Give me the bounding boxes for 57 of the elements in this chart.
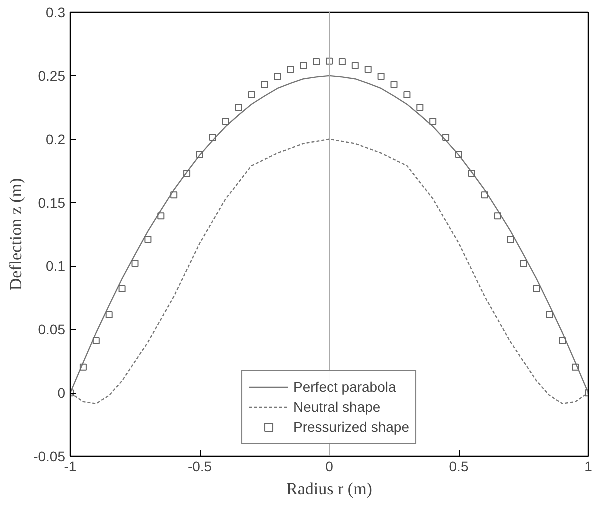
y-tick-label: 0.1 bbox=[46, 258, 66, 274]
point bbox=[209, 134, 216, 141]
y-axis-title: Deflection z (m) bbox=[6, 178, 26, 291]
point bbox=[326, 58, 333, 65]
point bbox=[533, 286, 540, 293]
point bbox=[196, 151, 204, 158]
x-tick-label: -1 bbox=[64, 458, 77, 474]
point bbox=[364, 66, 372, 74]
point bbox=[481, 192, 488, 199]
point bbox=[92, 338, 100, 345]
x-axis-title: Radius r (m) bbox=[286, 480, 372, 498]
legend-label: Perfect parabola bbox=[294, 379, 396, 395]
y-tick-label: 0.15 bbox=[38, 194, 66, 211]
y-tick-label: 0.25 bbox=[38, 68, 66, 84]
point bbox=[184, 170, 191, 178]
point bbox=[416, 104, 424, 112]
point bbox=[313, 58, 320, 66]
point bbox=[468, 170, 476, 178]
point bbox=[274, 73, 282, 80]
x-tick-label: 0.5 bbox=[449, 458, 469, 474]
y-tick-label: 0 bbox=[58, 385, 66, 402]
point bbox=[507, 236, 514, 244]
point bbox=[235, 104, 242, 112]
point bbox=[378, 73, 385, 80]
point bbox=[442, 134, 450, 141]
point bbox=[158, 212, 165, 220]
point bbox=[222, 118, 230, 126]
point bbox=[106, 312, 113, 319]
point bbox=[261, 81, 268, 88]
point bbox=[559, 338, 566, 345]
point bbox=[287, 66, 294, 74]
point bbox=[352, 62, 359, 70]
point bbox=[494, 212, 502, 220]
point bbox=[132, 260, 139, 268]
y-tick-label: 0.2 bbox=[46, 131, 66, 148]
point bbox=[390, 81, 398, 88]
point bbox=[546, 312, 554, 319]
point bbox=[300, 62, 308, 70]
y-tick-label: -0.05 bbox=[34, 448, 66, 464]
point bbox=[338, 58, 346, 66]
point bbox=[572, 364, 580, 371]
point bbox=[520, 260, 528, 268]
point bbox=[118, 286, 126, 293]
y-tick-label: 0.3 bbox=[46, 4, 66, 20]
point bbox=[144, 236, 152, 244]
point bbox=[404, 91, 411, 98]
point bbox=[170, 192, 178, 199]
x-tick-label: 1 bbox=[584, 458, 593, 474]
point bbox=[248, 91, 256, 98]
x-tick-label: 0 bbox=[326, 458, 334, 474]
x-tick-label: -0.5 bbox=[188, 458, 212, 474]
point bbox=[80, 364, 87, 371]
legend-label: Pressurized shape bbox=[294, 419, 410, 435]
point bbox=[456, 151, 462, 158]
y-tick-label: 0.05 bbox=[38, 322, 66, 338]
point bbox=[430, 118, 437, 126]
legend-label: Neutral shape bbox=[294, 399, 381, 415]
